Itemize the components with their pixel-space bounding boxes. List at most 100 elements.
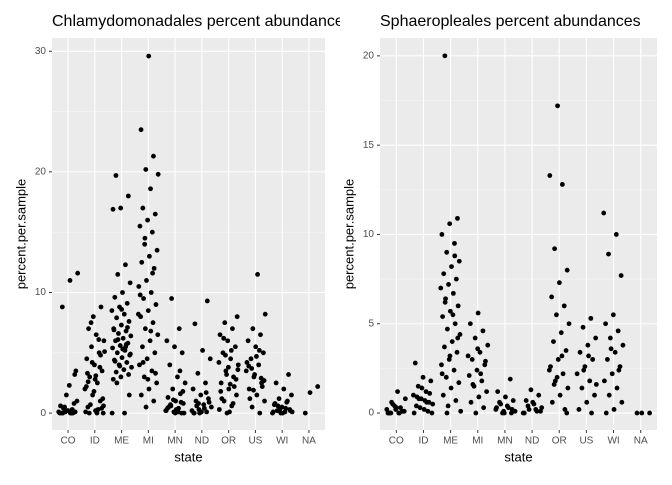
point xyxy=(440,314,445,319)
x-tick-label: OR xyxy=(552,436,567,447)
point xyxy=(451,367,457,373)
point xyxy=(419,385,425,391)
point xyxy=(273,380,279,386)
point xyxy=(551,339,556,344)
point xyxy=(58,403,63,409)
point xyxy=(445,403,451,409)
point xyxy=(554,374,560,380)
point xyxy=(116,331,121,336)
point xyxy=(170,386,176,392)
point xyxy=(245,338,251,344)
point xyxy=(84,356,90,362)
point xyxy=(192,321,198,327)
point xyxy=(63,392,69,398)
y-tick-label: 10 xyxy=(35,287,47,298)
point xyxy=(118,205,124,211)
point xyxy=(479,378,485,384)
chart-title: Chlamydomonadales percent abundances xyxy=(52,13,352,30)
point xyxy=(439,232,445,237)
point xyxy=(89,360,95,365)
point xyxy=(396,410,402,416)
point xyxy=(262,398,267,404)
point xyxy=(394,405,399,411)
point xyxy=(251,387,256,393)
point xyxy=(195,370,201,376)
point xyxy=(243,368,249,374)
point xyxy=(142,326,148,332)
point xyxy=(501,410,507,416)
point xyxy=(593,335,599,341)
point xyxy=(117,343,123,348)
point xyxy=(140,360,146,365)
point xyxy=(446,357,452,362)
x-tick-label: OR xyxy=(221,436,236,447)
point xyxy=(593,382,599,387)
point xyxy=(639,410,645,416)
point xyxy=(603,410,609,416)
point xyxy=(453,398,459,403)
point xyxy=(523,398,529,403)
point xyxy=(230,326,235,332)
point xyxy=(455,215,460,221)
y-tick-label: 10 xyxy=(363,229,375,240)
point xyxy=(101,338,107,344)
point xyxy=(442,299,448,305)
point xyxy=(143,404,149,410)
point xyxy=(154,247,160,253)
point xyxy=(98,304,104,310)
point xyxy=(285,398,290,404)
point xyxy=(181,410,187,416)
point xyxy=(557,280,562,286)
x-tick-label: MI xyxy=(143,436,154,447)
point xyxy=(206,399,212,405)
point xyxy=(151,398,157,404)
point xyxy=(144,278,149,283)
point xyxy=(110,345,115,351)
point xyxy=(112,358,118,364)
x-tick-label: MN xyxy=(497,436,513,447)
point xyxy=(140,205,146,211)
point xyxy=(538,408,543,414)
point xyxy=(469,357,475,362)
point xyxy=(254,392,260,398)
point xyxy=(145,308,151,313)
point xyxy=(256,362,262,368)
point xyxy=(98,352,103,358)
point xyxy=(483,358,488,364)
point xyxy=(142,241,148,247)
point xyxy=(555,357,561,362)
point xyxy=(444,249,450,255)
point xyxy=(218,380,224,386)
point xyxy=(555,103,560,109)
point xyxy=(94,410,100,416)
point xyxy=(154,380,160,386)
point xyxy=(503,394,508,400)
point xyxy=(136,284,142,289)
point xyxy=(233,376,239,382)
point xyxy=(609,371,615,377)
point xyxy=(546,367,552,373)
point xyxy=(586,353,591,359)
point xyxy=(148,328,154,334)
point xyxy=(495,389,501,395)
point xyxy=(90,314,96,320)
point xyxy=(610,312,616,318)
point xyxy=(102,349,107,354)
point xyxy=(443,374,449,380)
point xyxy=(143,167,149,172)
x-tick-label: WI xyxy=(607,436,619,447)
point xyxy=(207,356,213,362)
point xyxy=(510,398,516,403)
point xyxy=(121,367,127,373)
point xyxy=(165,405,170,411)
point xyxy=(109,308,115,313)
point xyxy=(455,303,461,309)
point xyxy=(169,296,174,301)
point xyxy=(563,348,569,353)
point xyxy=(150,270,155,276)
point xyxy=(456,258,462,264)
point xyxy=(141,296,146,301)
point xyxy=(458,408,464,414)
point xyxy=(430,401,436,407)
point xyxy=(246,363,252,369)
